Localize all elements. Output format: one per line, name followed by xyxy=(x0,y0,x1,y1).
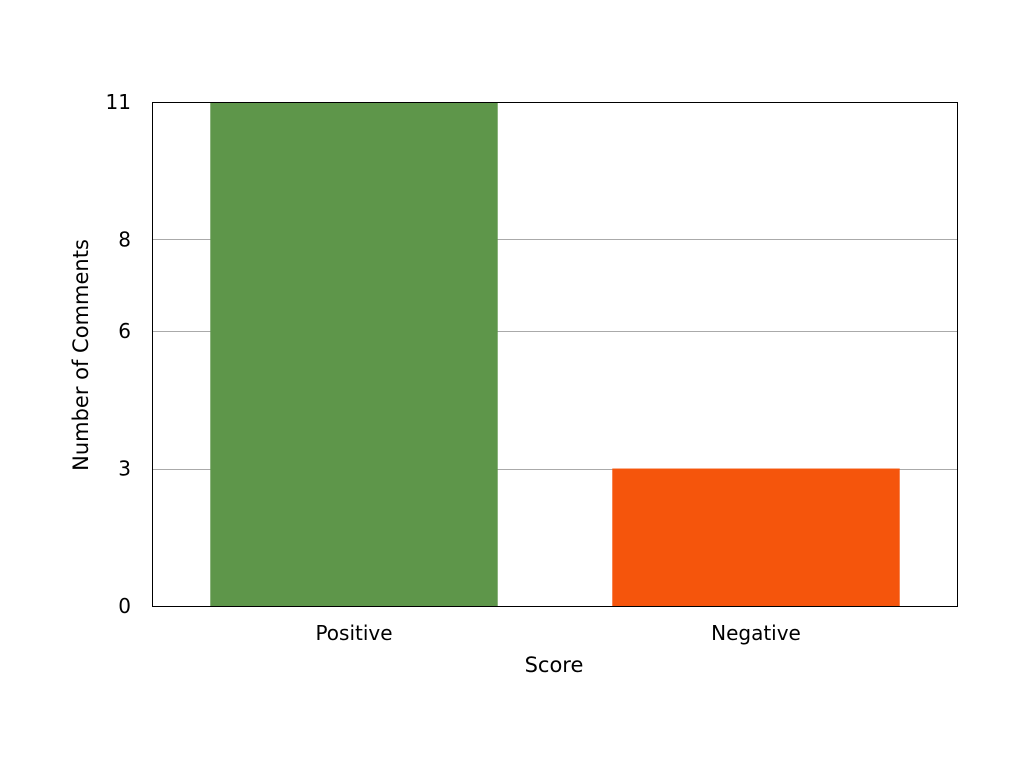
bars xyxy=(210,102,900,606)
y-tick-labels: 0 3 6 8 11 xyxy=(106,90,131,618)
x-category-labels: Positive Negative xyxy=(315,621,800,645)
y-tick-label: 8 xyxy=(118,227,131,251)
x-category-label: Negative xyxy=(711,621,801,645)
y-tick-label: 0 xyxy=(118,594,131,618)
bar-positive xyxy=(210,102,498,606)
y-tick-label: 3 xyxy=(118,457,131,481)
bar-negative xyxy=(612,468,900,606)
plot-frame xyxy=(152,102,958,607)
y-tick-label: 11 xyxy=(106,90,131,114)
x-category-label: Positive xyxy=(315,621,392,645)
y-axis-label: Number of Comments xyxy=(69,239,93,471)
x-axis-label: Score xyxy=(525,653,584,677)
y-tick-label: 6 xyxy=(118,319,131,343)
